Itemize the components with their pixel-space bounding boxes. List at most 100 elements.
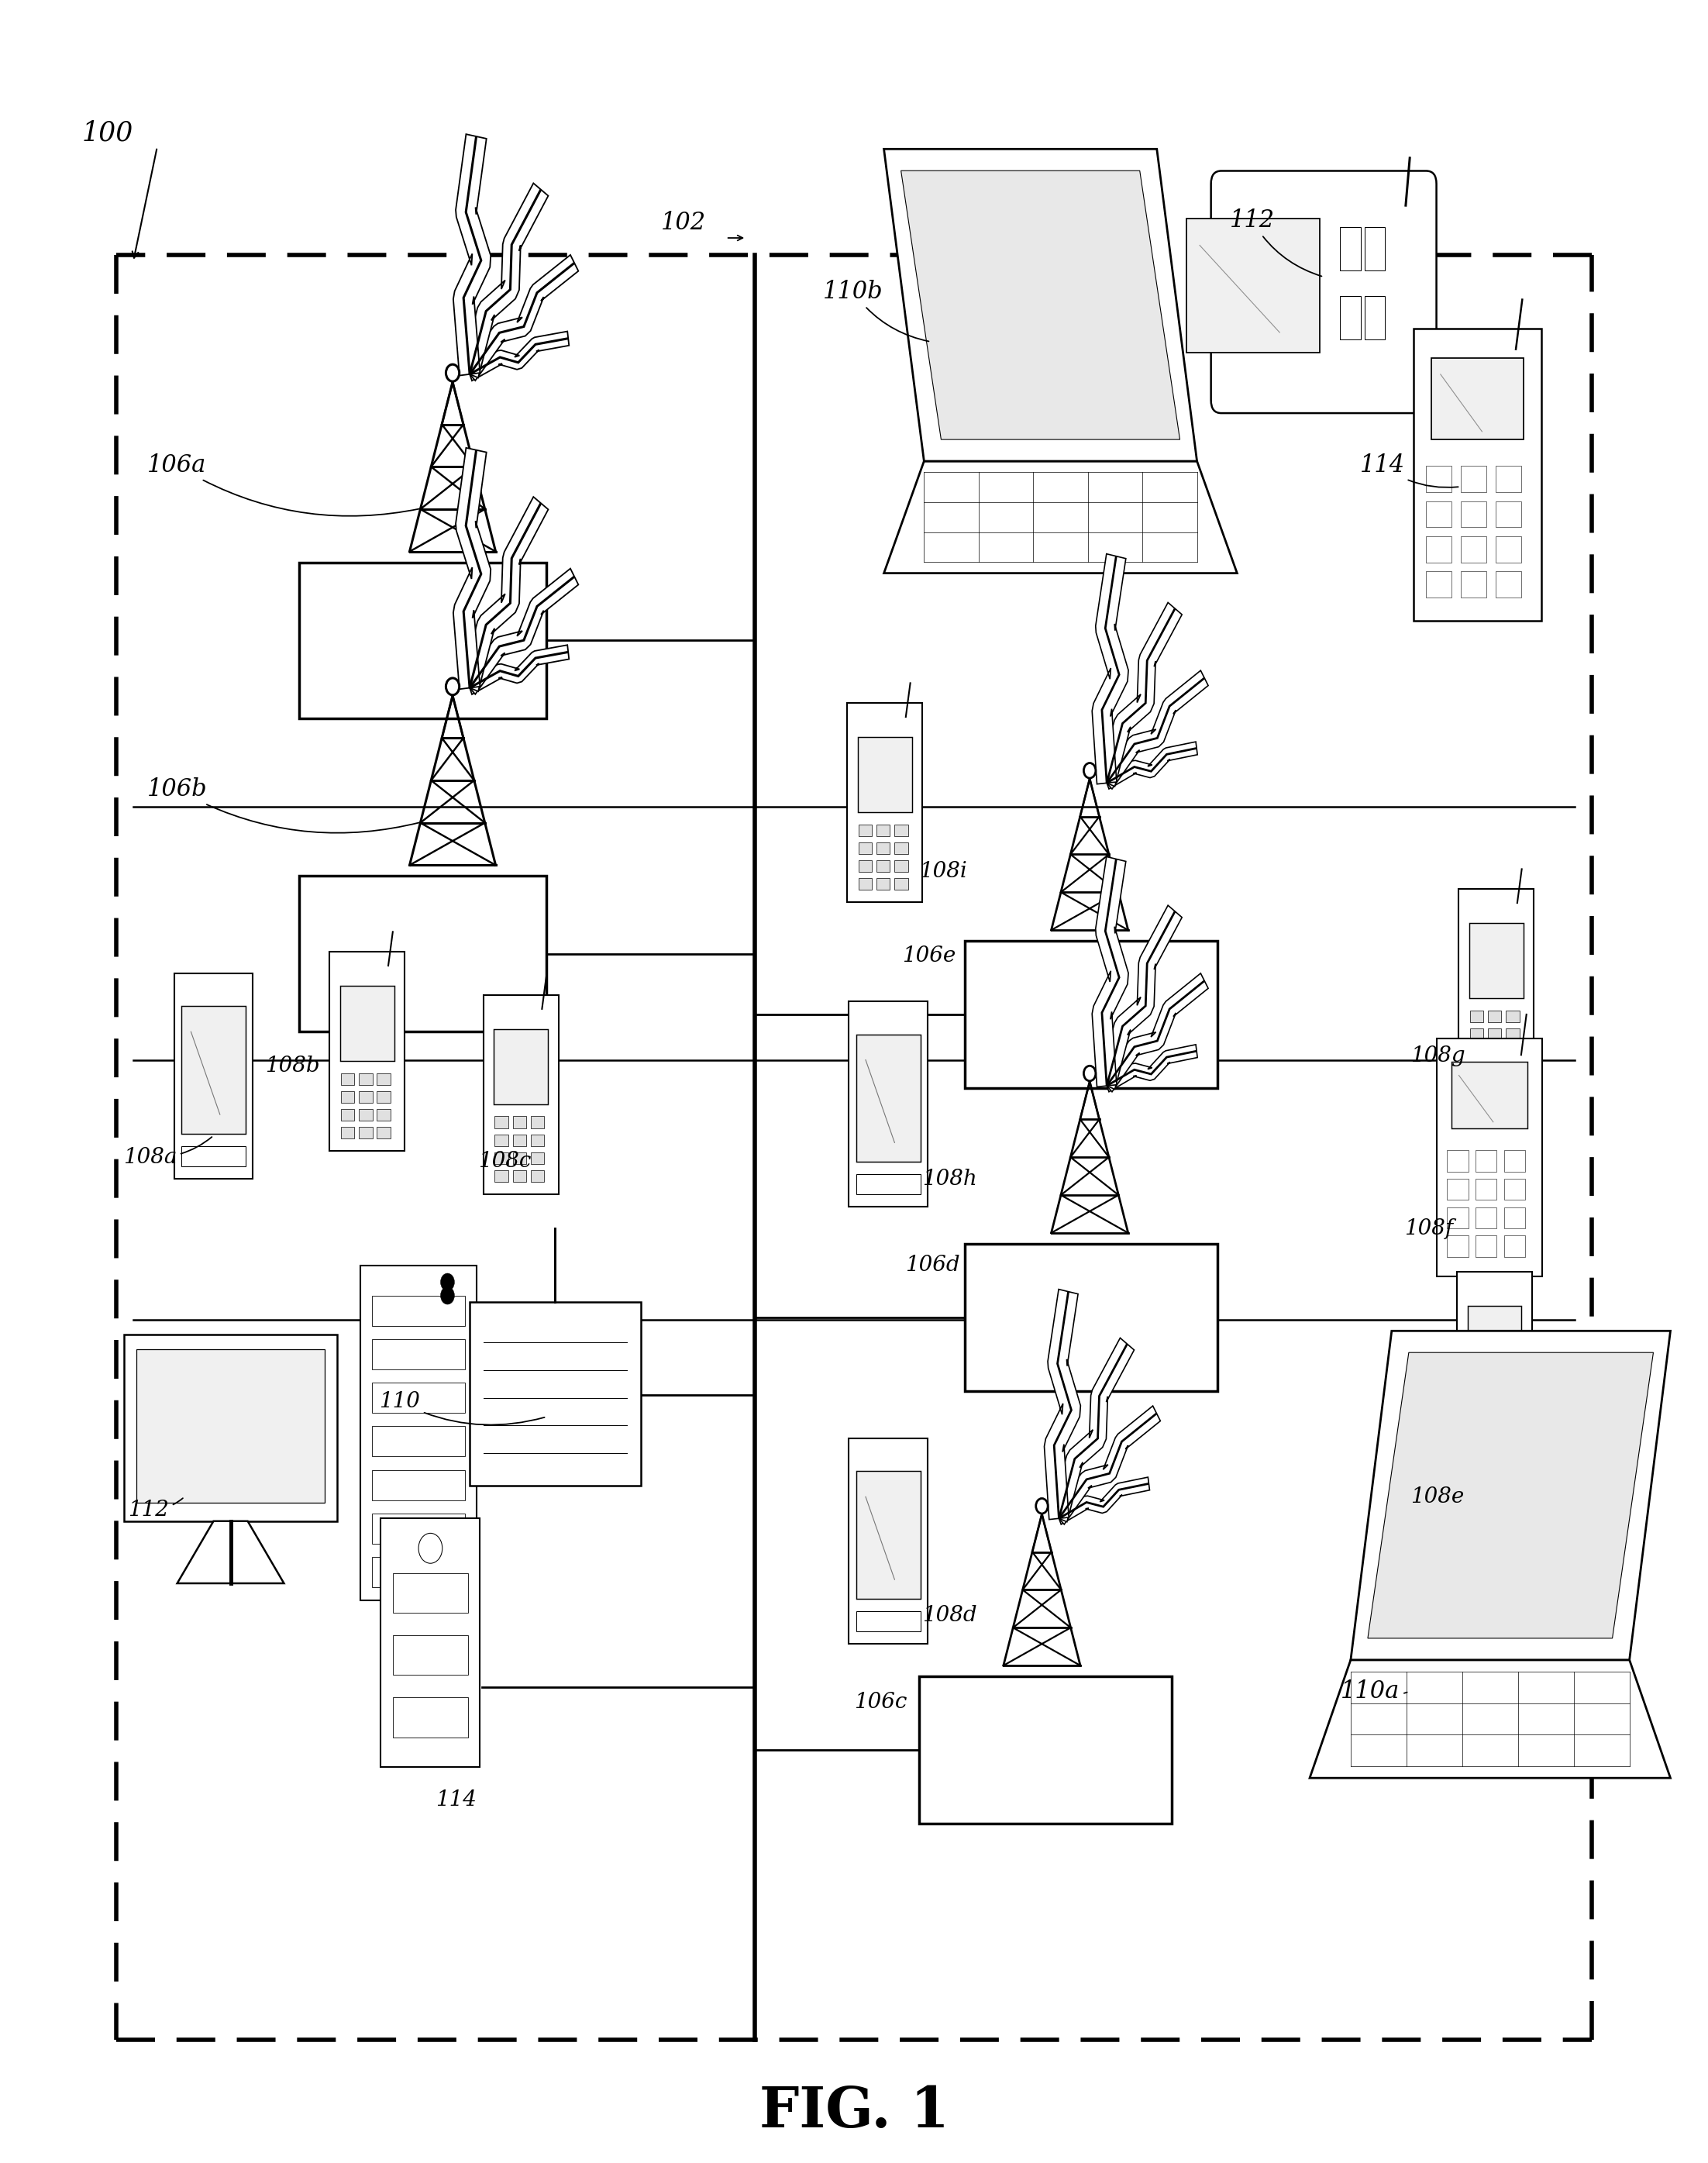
Polygon shape (1098, 906, 1182, 1090)
Text: 108f: 108f (1404, 1218, 1454, 1239)
Bar (965, 941, 1218, 1088)
FancyBboxPatch shape (1211, 171, 1436, 413)
Bar (377, 1090, 391, 1103)
Bar (1488, 1064, 1501, 1075)
Bar (1341, 227, 1361, 270)
Bar (393, 1635, 468, 1674)
Polygon shape (885, 461, 1237, 573)
Bar (1460, 465, 1486, 493)
Bar (847, 703, 922, 902)
Polygon shape (465, 255, 579, 381)
Bar (494, 1030, 548, 1105)
Text: 110a: 110a (1341, 1678, 1407, 1704)
Bar (330, 952, 405, 1151)
Bar (372, 1557, 465, 1588)
Bar (1496, 502, 1520, 528)
Bar (1447, 1179, 1469, 1200)
Bar (1471, 1010, 1484, 1023)
Bar (1476, 1151, 1496, 1172)
Text: 108c: 108c (478, 1151, 531, 1172)
Bar (1431, 359, 1524, 439)
Bar (1447, 1207, 1469, 1229)
Bar (1506, 1010, 1520, 1023)
Circle shape (1035, 1499, 1047, 1514)
Bar (531, 1116, 545, 1129)
Bar (1436, 1038, 1542, 1276)
Bar (495, 1116, 509, 1129)
Bar (1476, 1207, 1496, 1229)
Bar (1505, 1151, 1525, 1172)
Bar (1469, 1447, 1483, 1458)
Bar (512, 1133, 526, 1146)
Circle shape (446, 363, 459, 381)
Bar (393, 1698, 468, 1737)
Bar (342, 1073, 355, 1086)
Bar (1471, 1027, 1484, 1040)
Bar (372, 1339, 465, 1369)
Bar (372, 1471, 465, 1501)
Bar (1506, 1027, 1520, 1040)
Bar (1496, 571, 1520, 597)
Text: FIG. 1: FIG. 1 (758, 2083, 950, 2139)
Bar (495, 1133, 509, 1146)
Circle shape (441, 1274, 454, 1291)
Circle shape (446, 677, 459, 694)
Bar (512, 1153, 526, 1164)
Bar (342, 1110, 355, 1120)
Bar (299, 562, 547, 718)
Bar (512, 1116, 526, 1129)
Bar (1469, 1393, 1483, 1406)
Polygon shape (1310, 1659, 1670, 1778)
Bar (1447, 1235, 1469, 1257)
Bar (125, 1335, 338, 1521)
Bar (1469, 1410, 1483, 1423)
Bar (1469, 1430, 1483, 1441)
Bar (895, 861, 909, 872)
Bar (876, 841, 890, 854)
Circle shape (1085, 764, 1097, 779)
Bar (1476, 1235, 1496, 1257)
Bar (1488, 1047, 1501, 1058)
Text: 108h: 108h (922, 1168, 977, 1190)
Bar (1426, 465, 1452, 493)
Polygon shape (1044, 1289, 1081, 1518)
Text: 106a: 106a (147, 452, 420, 517)
Bar (372, 1514, 465, 1544)
Text: 114: 114 (436, 1789, 477, 1810)
Polygon shape (178, 1521, 284, 1583)
Polygon shape (1054, 1406, 1160, 1525)
Bar (359, 1090, 372, 1103)
Bar (857, 738, 912, 813)
Bar (895, 878, 909, 889)
Bar (1467, 1306, 1522, 1382)
Bar (876, 824, 890, 837)
Bar (393, 1573, 468, 1614)
Text: 112: 112 (1230, 208, 1322, 277)
Circle shape (418, 1534, 442, 1564)
Bar (181, 1006, 246, 1133)
Bar (876, 861, 890, 872)
Bar (1187, 218, 1320, 353)
Bar (1460, 536, 1486, 562)
Polygon shape (461, 184, 548, 379)
Bar (1426, 571, 1452, 597)
Text: 108a: 108a (123, 1138, 212, 1168)
Bar (859, 861, 873, 872)
Polygon shape (1368, 1352, 1653, 1637)
Bar (342, 1090, 355, 1103)
Bar (849, 1438, 927, 1644)
Bar (965, 1244, 1218, 1391)
Text: 106e: 106e (902, 945, 955, 967)
Bar (1471, 1064, 1484, 1075)
Bar (895, 841, 909, 854)
Text: 108b: 108b (265, 1056, 319, 1077)
Bar (1365, 296, 1385, 340)
Bar (859, 878, 873, 889)
Bar (876, 878, 890, 889)
Bar (1505, 1235, 1525, 1257)
Text: 110: 110 (379, 1391, 545, 1425)
Bar (859, 841, 873, 854)
Bar (483, 995, 559, 1194)
Circle shape (441, 1287, 454, 1304)
Text: 106c: 106c (854, 1691, 907, 1713)
